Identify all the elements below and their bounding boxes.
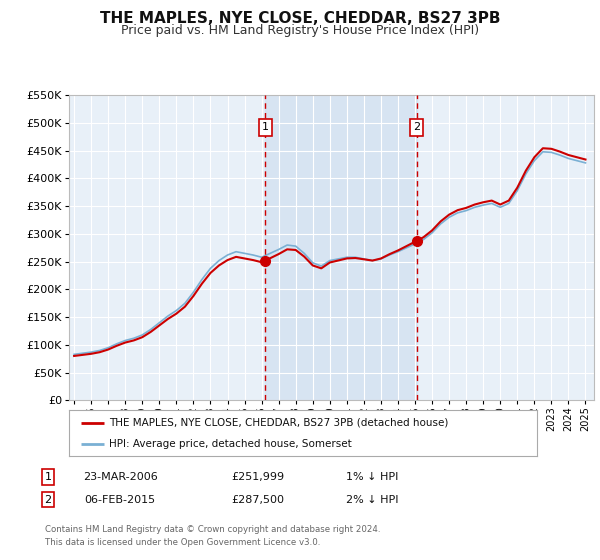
Text: 2: 2: [413, 122, 420, 132]
Text: 1% ↓ HPI: 1% ↓ HPI: [346, 472, 398, 482]
Text: This data is licensed under the Open Government Licence v3.0.: This data is licensed under the Open Gov…: [45, 538, 320, 547]
Text: 06-FEB-2015: 06-FEB-2015: [85, 494, 155, 505]
Text: 2: 2: [44, 494, 52, 505]
Text: £287,500: £287,500: [232, 494, 284, 505]
Text: Price paid vs. HM Land Registry's House Price Index (HPI): Price paid vs. HM Land Registry's House …: [121, 24, 479, 36]
Bar: [265, 95, 416, 400]
Text: THE MAPLES, NYE CLOSE, CHEDDAR, BS27 3PB: THE MAPLES, NYE CLOSE, CHEDDAR, BS27 3PB: [100, 11, 500, 26]
Text: 1: 1: [262, 122, 269, 132]
Text: THE MAPLES, NYE CLOSE, CHEDDAR, BS27 3PB (detached house): THE MAPLES, NYE CLOSE, CHEDDAR, BS27 3PB…: [109, 418, 448, 428]
Text: HPI: Average price, detached house, Somerset: HPI: Average price, detached house, Some…: [109, 439, 352, 449]
Text: 2% ↓ HPI: 2% ↓ HPI: [346, 494, 398, 505]
Text: 1: 1: [44, 472, 52, 482]
Text: Contains HM Land Registry data © Crown copyright and database right 2024.: Contains HM Land Registry data © Crown c…: [45, 525, 380, 534]
Text: £251,999: £251,999: [232, 472, 284, 482]
Text: 23-MAR-2006: 23-MAR-2006: [83, 472, 157, 482]
